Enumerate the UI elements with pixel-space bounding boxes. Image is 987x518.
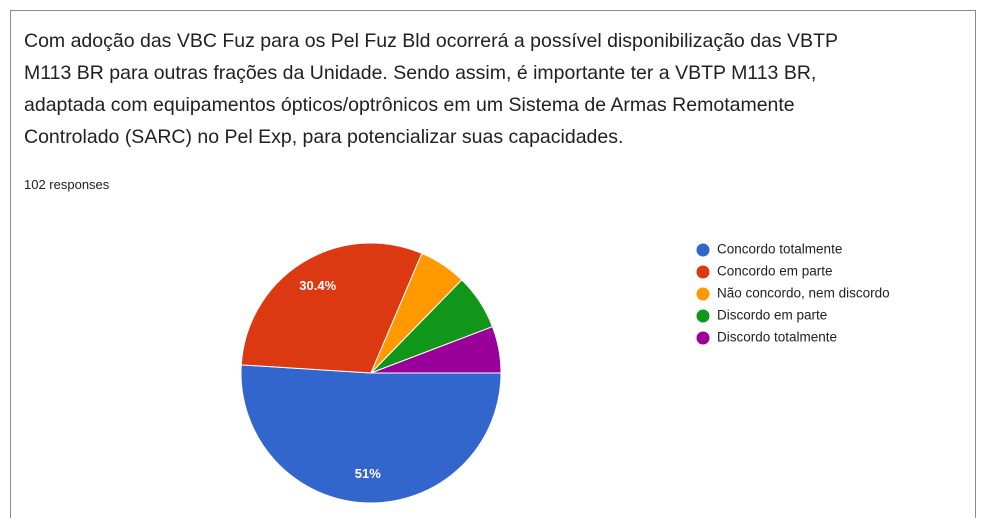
slice-label: 51% <box>355 466 381 481</box>
legend-label: Concordo totalmente <box>717 242 842 257</box>
legend-swatch <box>696 265 710 279</box>
legend-label: Discordo totalmente <box>717 330 837 345</box>
legend-swatch <box>696 331 710 345</box>
pie-slice <box>240 364 502 504</box>
chart-title: adaptada com equipamentos ópticos/optrôn… <box>24 94 795 116</box>
slice-label: 30.4% <box>299 278 336 293</box>
legend-swatch <box>696 309 710 323</box>
chart-title: M113 BR para outras frações da Unidade. … <box>24 62 816 84</box>
legend-swatch <box>696 287 710 301</box>
legend-swatch <box>696 243 710 257</box>
card-frame <box>10 10 976 518</box>
chart-title: Controlado (SARC) no Pel Exp, para poten… <box>24 126 623 148</box>
pie-slice <box>370 326 502 374</box>
pie-slice <box>240 242 423 374</box>
legend-label: Concordo em parte <box>717 264 833 279</box>
legend-label: Discordo em parte <box>717 308 827 323</box>
legend-label: Não concordo, nem discordo <box>717 286 890 301</box>
response-count: 102 responses <box>24 177 110 192</box>
chart-title: Com adoção das VBC Fuz para os Pel Fuz B… <box>24 30 838 52</box>
